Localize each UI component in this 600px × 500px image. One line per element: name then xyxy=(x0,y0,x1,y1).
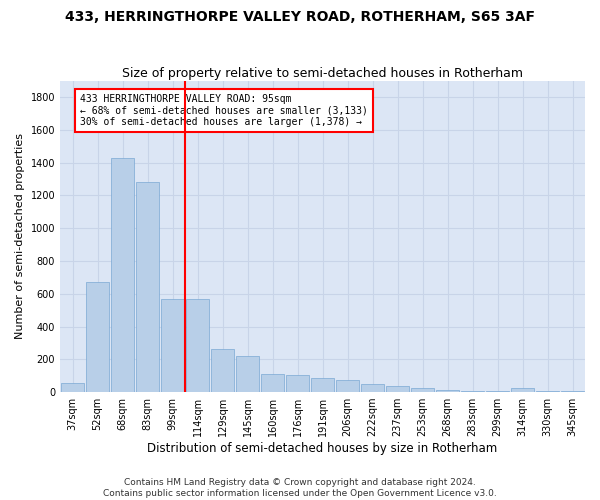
Bar xyxy=(111,158,134,392)
Bar xyxy=(436,390,459,392)
Bar xyxy=(386,386,409,392)
Bar xyxy=(86,282,109,392)
Text: Contains HM Land Registry data © Crown copyright and database right 2024.
Contai: Contains HM Land Registry data © Crown c… xyxy=(103,478,497,498)
Y-axis label: Number of semi-detached properties: Number of semi-detached properties xyxy=(15,134,25,340)
Bar xyxy=(236,356,259,392)
Bar xyxy=(161,298,184,392)
Bar xyxy=(511,388,534,392)
Bar xyxy=(361,384,384,392)
Bar xyxy=(411,388,434,392)
Bar xyxy=(211,348,234,392)
Bar xyxy=(136,182,159,392)
Bar xyxy=(186,298,209,392)
X-axis label: Distribution of semi-detached houses by size in Rotherham: Distribution of semi-detached houses by … xyxy=(148,442,497,455)
Bar xyxy=(61,383,84,392)
Text: 433 HERRINGTHORPE VALLEY ROAD: 95sqm
← 68% of semi-detached houses are smaller (: 433 HERRINGTHORPE VALLEY ROAD: 95sqm ← 6… xyxy=(80,94,368,127)
Bar xyxy=(336,380,359,392)
Bar xyxy=(261,374,284,392)
Text: 433, HERRINGTHORPE VALLEY ROAD, ROTHERHAM, S65 3AF: 433, HERRINGTHORPE VALLEY ROAD, ROTHERHA… xyxy=(65,10,535,24)
Bar xyxy=(311,378,334,392)
Bar xyxy=(286,375,309,392)
Title: Size of property relative to semi-detached houses in Rotherham: Size of property relative to semi-detach… xyxy=(122,66,523,80)
